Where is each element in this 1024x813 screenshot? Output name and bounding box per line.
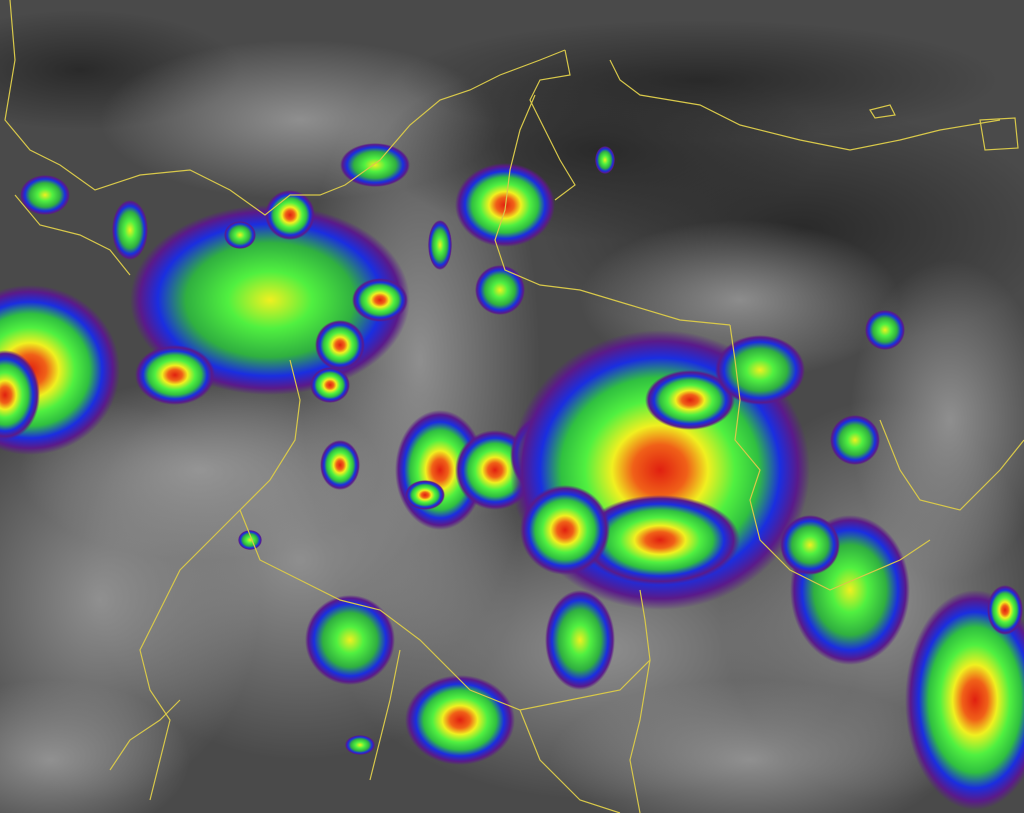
convective-storm-layer [0, 143, 1024, 810]
storm-cell [265, 190, 315, 240]
storm-cell [0, 350, 40, 440]
storm-cell [238, 530, 262, 550]
border-line [979, 117, 1019, 151]
border-line [109, 699, 181, 771]
storm-cell [405, 480, 445, 510]
storm-cell [475, 265, 525, 315]
border-line [879, 419, 1024, 511]
storm-cell [645, 370, 735, 430]
cloud-layer [0, 10, 1024, 813]
storm-cell [20, 175, 70, 215]
storm-cell [715, 335, 805, 405]
border-line [869, 104, 896, 119]
storm-cell [352, 278, 408, 322]
storm-cell [345, 735, 375, 755]
storm-cell [595, 146, 615, 174]
cloud-patch [0, 680, 190, 813]
border-lines [4, 0, 1024, 813]
storm-cell [987, 585, 1023, 635]
storm-cell [310, 367, 350, 403]
storm-cell [520, 485, 610, 575]
cloud-patch [20, 380, 380, 560]
storm-cell [830, 415, 880, 465]
storm-cell [320, 440, 360, 490]
storm-cell [455, 163, 555, 247]
border-line [369, 649, 401, 781]
border-line [14, 194, 131, 276]
storm-cell [305, 595, 395, 685]
storm-cell [112, 200, 148, 260]
border-line [629, 659, 651, 813]
storm-cell [580, 495, 740, 585]
storm-cell [428, 220, 452, 270]
storm-cell [865, 310, 905, 350]
border-line [4, 0, 566, 216]
storm-cell [780, 515, 840, 575]
border-line [494, 94, 731, 326]
storm-cell [905, 590, 1024, 810]
storm-cell [224, 221, 256, 249]
border-line [529, 49, 576, 201]
storm-cell [315, 320, 365, 370]
border-line [139, 359, 301, 801]
border-line [609, 59, 1001, 151]
storm-cell [135, 345, 215, 405]
border-line [729, 324, 931, 591]
storm-cell [405, 675, 515, 765]
border-line [519, 709, 621, 813]
cloud-patch [550, 680, 950, 813]
storm-cell [545, 590, 615, 690]
